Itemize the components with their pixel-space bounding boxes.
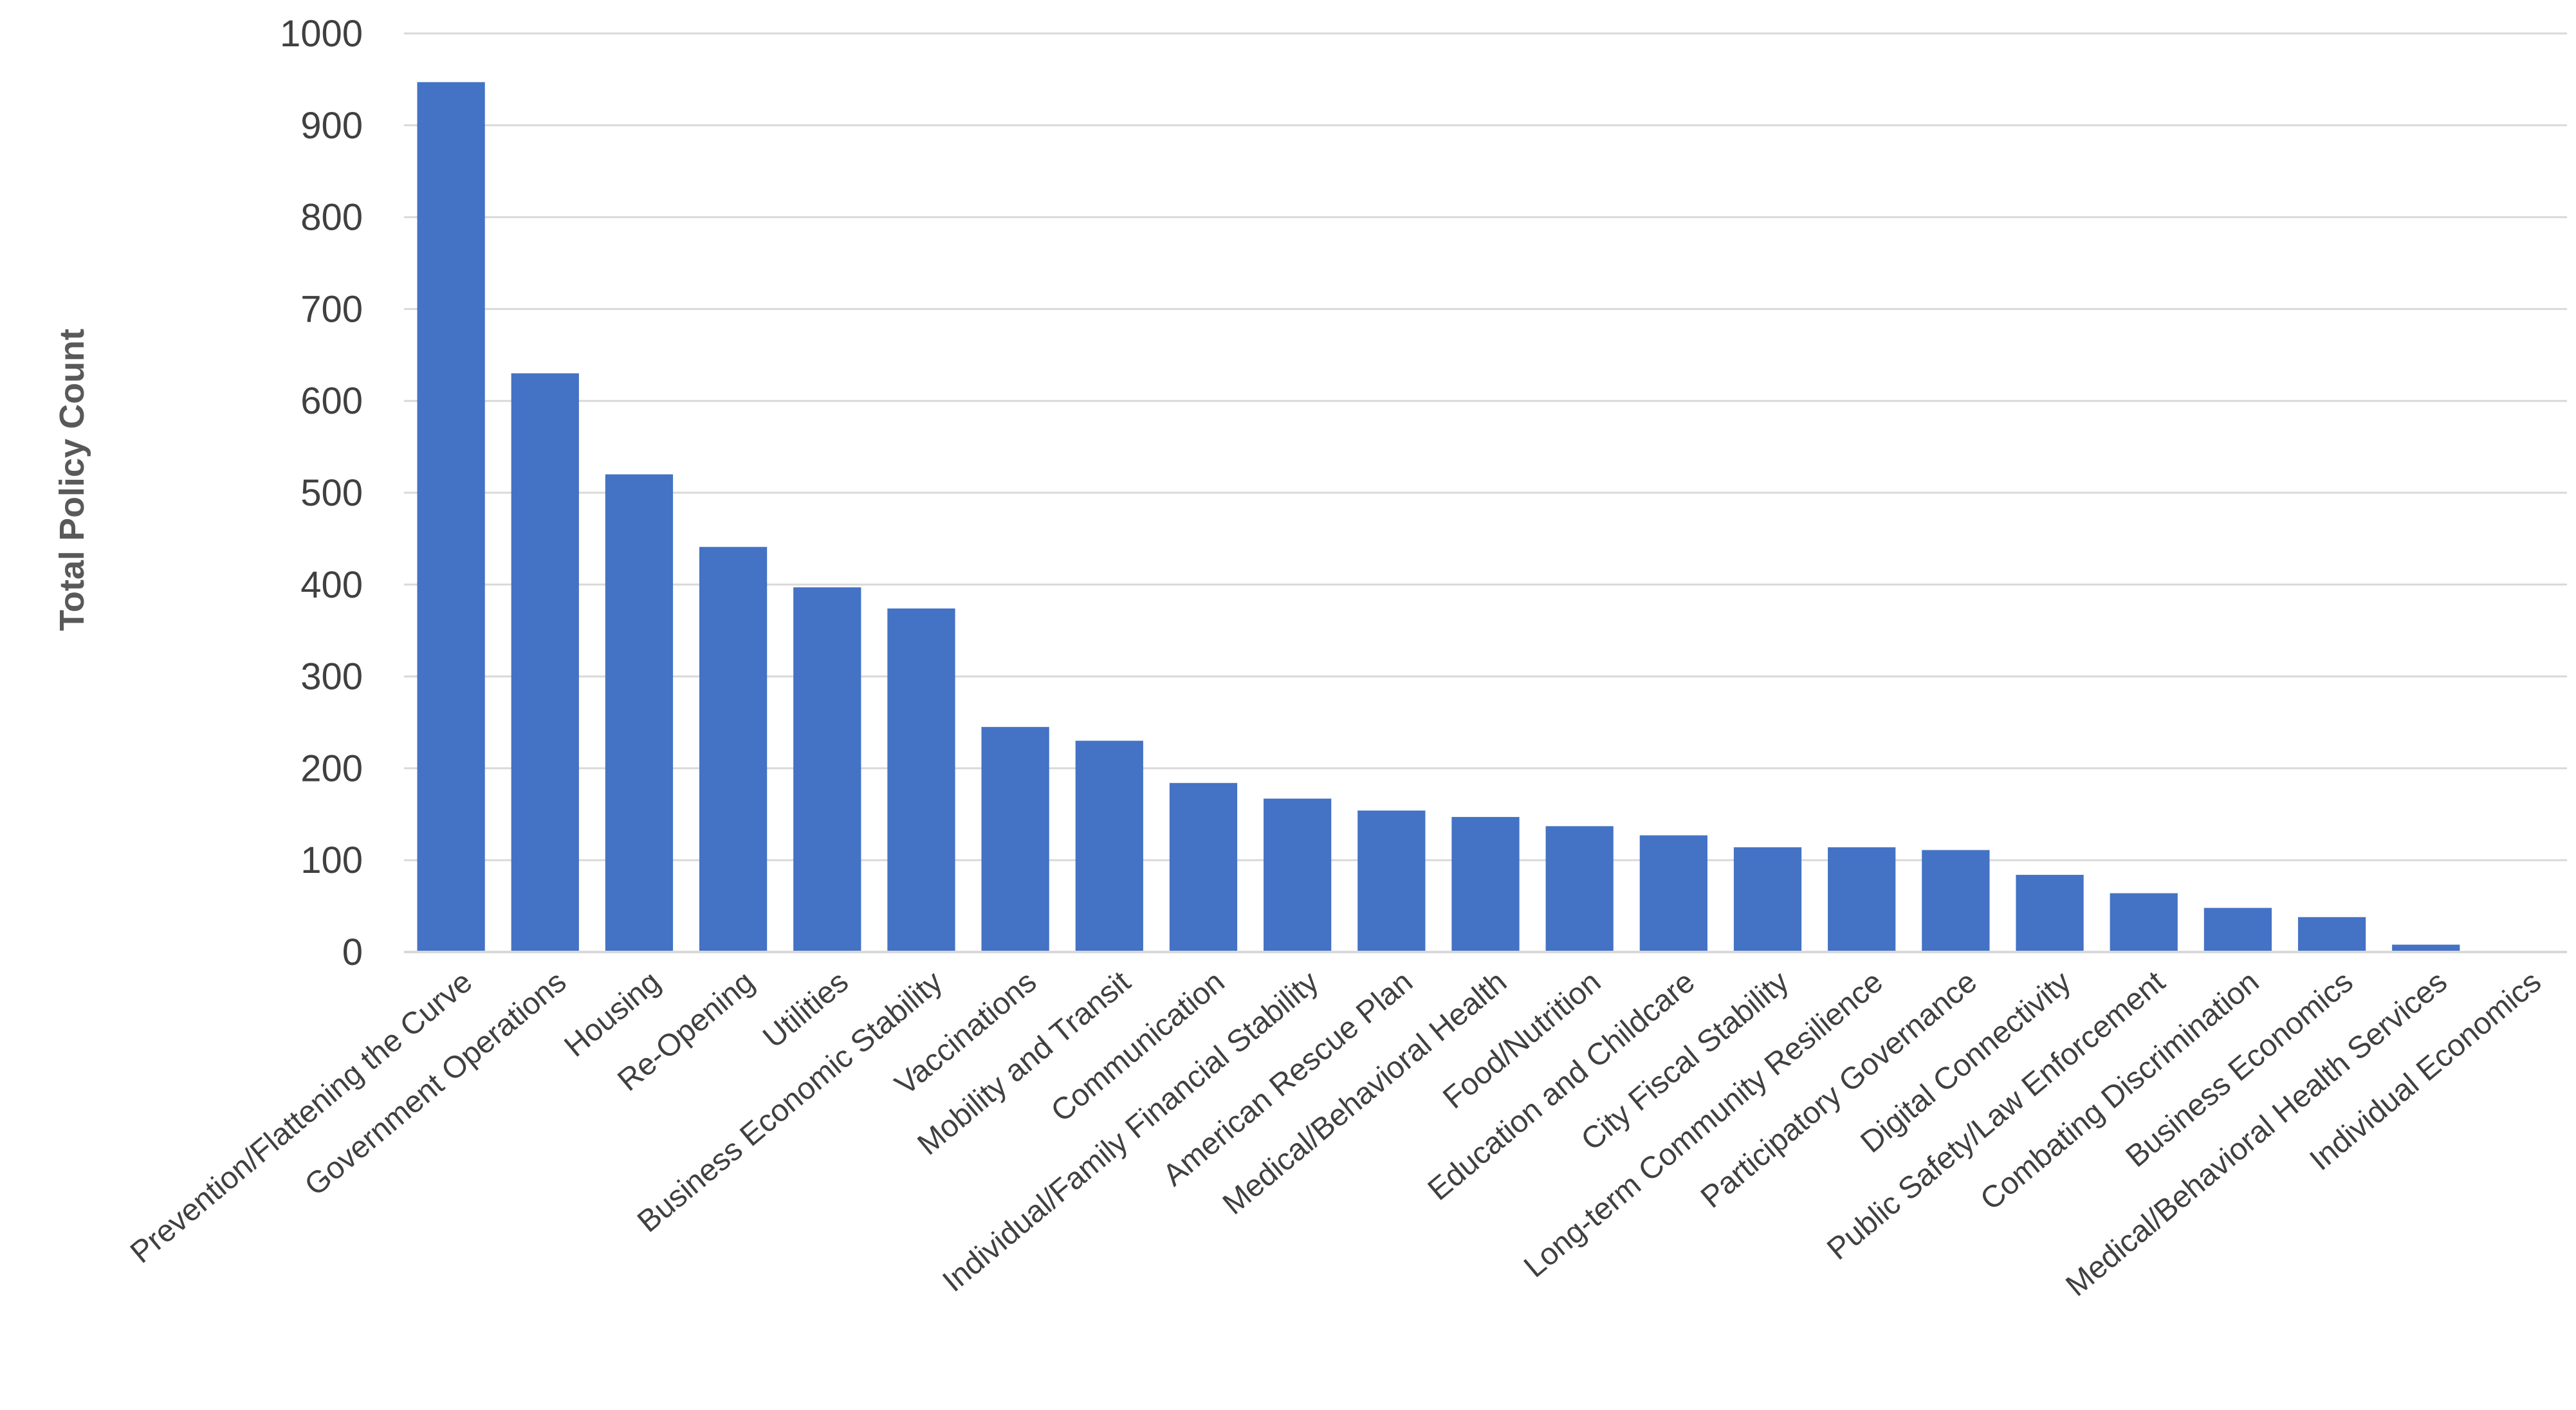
bar bbox=[2297, 917, 2366, 952]
y-tick-label: 0 bbox=[342, 931, 363, 973]
y-tick-label: 600 bbox=[300, 380, 363, 422]
y-tick-label: 800 bbox=[300, 197, 363, 239]
bars bbox=[417, 82, 2460, 953]
bar bbox=[417, 82, 485, 953]
bar bbox=[1075, 740, 1143, 952]
y-tick-label: 500 bbox=[300, 472, 363, 514]
bar bbox=[793, 587, 861, 952]
bar bbox=[1357, 810, 1426, 952]
bar bbox=[2203, 908, 2272, 952]
y-tick-label: 100 bbox=[300, 839, 363, 881]
bar bbox=[1264, 798, 1332, 952]
bar bbox=[1828, 847, 1896, 952]
y-axis-label: Total Policy Count bbox=[53, 329, 91, 631]
y-axis-ticks: 0 100 200 300 400 500 600 700 800 900 1000 bbox=[280, 13, 363, 973]
bar bbox=[1169, 783, 1238, 952]
y-tick-label: 400 bbox=[300, 564, 363, 606]
bar bbox=[887, 608, 955, 952]
bar bbox=[2016, 875, 2084, 952]
bar bbox=[1733, 847, 1802, 952]
y-tick-label: 1000 bbox=[280, 13, 363, 55]
bar bbox=[981, 727, 1049, 952]
y-tick-label: 900 bbox=[300, 105, 363, 147]
bar bbox=[1545, 826, 1614, 952]
bar bbox=[511, 373, 579, 952]
bar bbox=[1922, 850, 1990, 952]
x-tick-label: Public Safety/Law Enforcement bbox=[1821, 965, 2171, 1267]
y-tick-label: 700 bbox=[300, 288, 363, 330]
bar bbox=[605, 474, 674, 952]
x-axis-labels: Prevention/Flattening the CurveGovernmen… bbox=[124, 965, 2548, 1303]
bar bbox=[2110, 893, 2178, 952]
y-tick-label: 200 bbox=[300, 747, 363, 789]
bar bbox=[1451, 817, 1520, 952]
x-tick-label: Food/Nutrition bbox=[1437, 965, 1607, 1115]
x-tick-label: Prevention/Flattening the Curve bbox=[124, 965, 479, 1270]
bar bbox=[699, 547, 768, 952]
bar bbox=[2392, 944, 2460, 952]
y-tick-label: 300 bbox=[300, 656, 363, 698]
bar bbox=[1639, 835, 1707, 952]
